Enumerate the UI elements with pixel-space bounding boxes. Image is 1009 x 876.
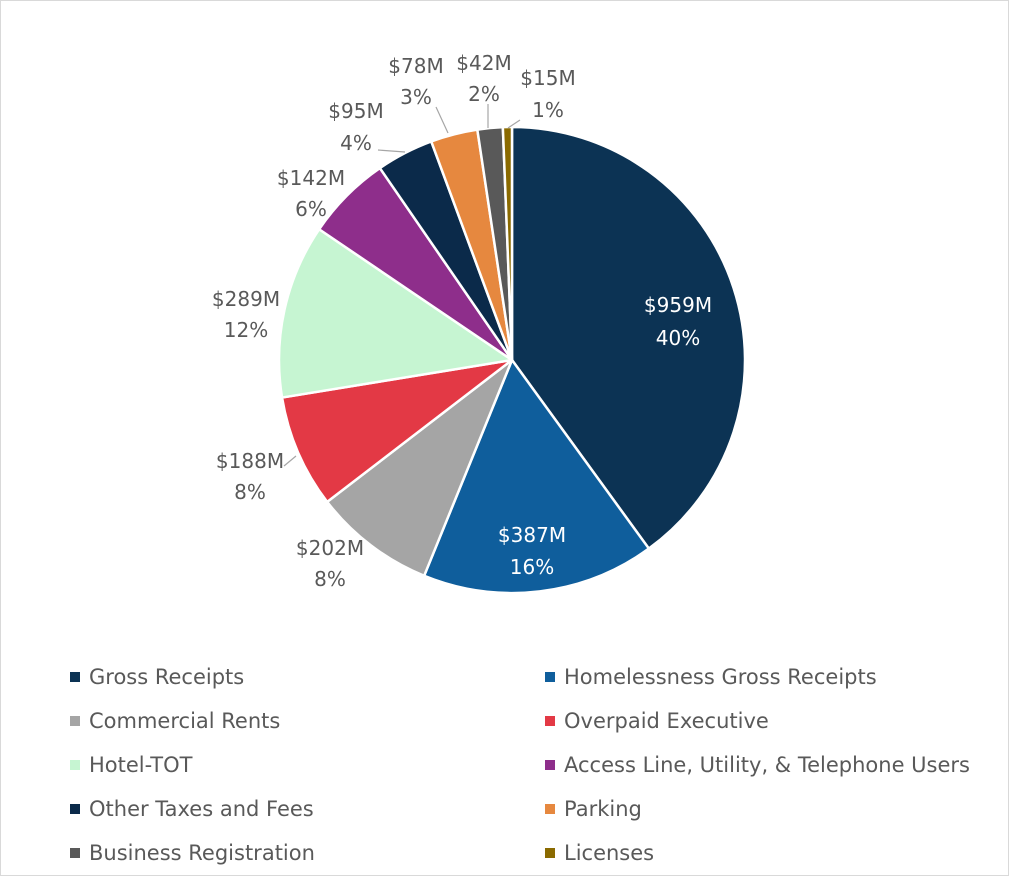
legend-label: Parking — [564, 797, 642, 821]
data-label-value: $142M — [277, 166, 345, 190]
legend-label: Other Taxes and Fees — [89, 797, 314, 821]
legend-swatch — [70, 672, 80, 682]
legend-swatch — [545, 760, 555, 770]
data-label-value: $15M — [520, 66, 575, 90]
leader-line — [435, 106, 449, 134]
legend-label: Licenses — [564, 841, 655, 865]
data-label-value: $42M — [456, 51, 511, 75]
legend-swatch — [545, 716, 555, 726]
pie-slice-homelessness-gross-receipts — [422, 358, 651, 595]
data-label-percent: 6% — [295, 197, 327, 221]
legend-item-commercial-rents: Commercial Rents — [70, 706, 545, 736]
legend-swatch — [545, 848, 555, 858]
legend-swatch — [545, 804, 555, 814]
legend-swatch — [70, 716, 80, 726]
leader-line — [507, 119, 521, 129]
data-label-percent: 4% — [340, 131, 372, 155]
pie-chart: $959M 40% $387M 16% $202M 8% $188M 8% $289M 12% $1… — [212, 51, 747, 595]
pie-slice-licenses — [501, 125, 514, 362]
data-label-value: $387M — [498, 523, 566, 547]
legend-swatch — [70, 760, 80, 770]
legend-label: Hotel-TOT — [89, 753, 193, 777]
data-label-value: $78M — [388, 54, 443, 78]
data-label-value: $959M — [644, 293, 712, 317]
legend-swatch — [545, 672, 555, 682]
data-label-value: $188M — [216, 449, 284, 473]
legend-item-parking: Parking — [545, 794, 1000, 824]
legend-item-overpaid-executive: Overpaid Executive — [545, 706, 1000, 736]
data-label-value: $289M — [212, 287, 280, 311]
data-label-percent: 8% — [314, 567, 346, 591]
legend-item-gross-receipts: Gross Receipts — [70, 662, 545, 692]
leader-line — [377, 149, 406, 153]
pie-slice-hotel-tot — [277, 228, 514, 399]
data-label-percent: 3% — [400, 85, 432, 109]
legend-item-business-registration: Business Registration — [70, 838, 545, 868]
data-label-percent: 1% — [532, 98, 564, 122]
legend-item-other-taxes-and-fees: Other Taxes and Fees — [70, 794, 545, 824]
data-label-percent: 2% — [468, 82, 500, 106]
data-label-percent: 12% — [224, 318, 268, 342]
legend-label: Overpaid Executive — [564, 709, 769, 733]
legend: Gross Receipts Homelessness Gross Receip… — [70, 662, 1000, 868]
pie-slice-gross-receipts — [510, 125, 747, 550]
data-label-value: $202M — [296, 536, 364, 560]
legend-label: Commercial Rents — [89, 709, 281, 733]
legend-label: Access Line, Utility, & Telephone Users — [564, 753, 970, 777]
legend-swatch — [70, 804, 80, 814]
legend-swatch — [70, 848, 80, 858]
legend-item-homelessness-gross-receipts: Homelessness Gross Receipts — [545, 662, 1000, 692]
legend-item-licenses: Licenses — [545, 838, 1000, 868]
legend-label: Business Registration — [89, 841, 315, 865]
data-label-percent: 8% — [234, 480, 266, 504]
legend-label: Homelessness Gross Receipts — [564, 665, 877, 689]
data-label-percent: 40% — [656, 326, 700, 350]
pie-slice-commercial-rents — [325, 358, 514, 578]
legend-item-access-line: Access Line, Utility, & Telephone Users — [545, 750, 1000, 780]
data-label-percent: 16% — [510, 555, 554, 579]
data-label-value: $95M — [328, 99, 383, 123]
legend-item-hotel-tot: Hotel-TOT — [70, 750, 545, 780]
pie-slice-overpaid-executive — [280, 358, 514, 504]
legend-label: Gross Receipts — [89, 665, 245, 689]
leader-line — [283, 455, 297, 467]
